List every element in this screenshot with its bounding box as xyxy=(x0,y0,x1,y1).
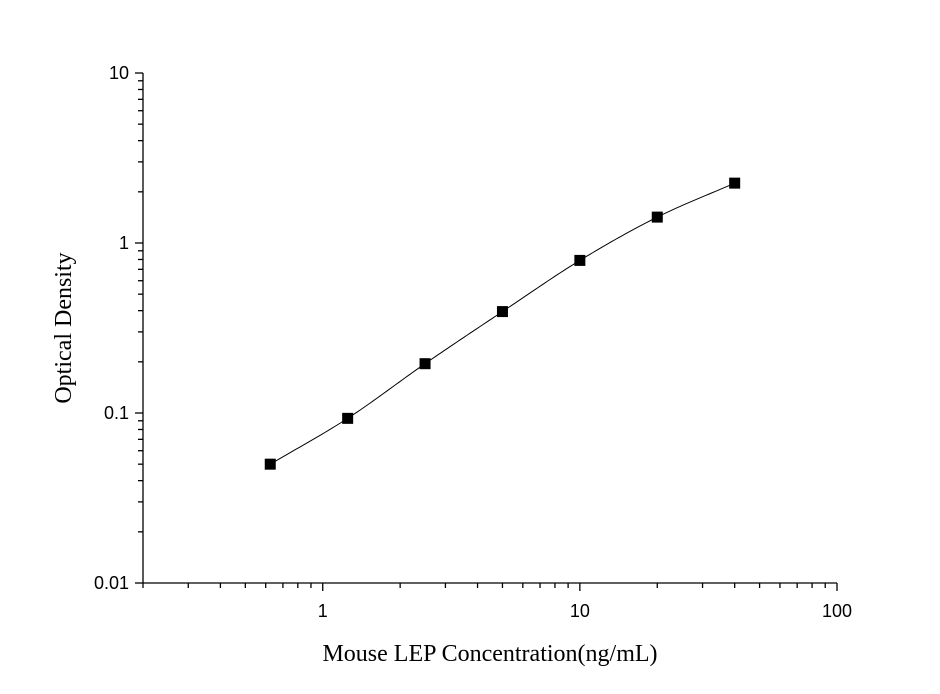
data-point xyxy=(651,211,663,223)
fit-curve xyxy=(269,182,735,465)
data-point xyxy=(342,412,354,424)
axes: 1 10 100 0.01 0.1 1 10 xyxy=(94,63,852,621)
data-point xyxy=(419,358,431,370)
x-tick-label: 1 xyxy=(318,601,328,621)
axis-labels-layer: Mouse LEP Concentration(ng/mL) Optical D… xyxy=(51,252,658,667)
y-tick-label: 1 xyxy=(119,233,129,253)
y-axis-title: Optical Density xyxy=(51,252,77,403)
y-tick-label: 0.1 xyxy=(104,403,129,423)
x-axis-title: Mouse LEP Concentration(ng/mL) xyxy=(322,641,657,667)
data-point xyxy=(264,458,276,470)
data-point xyxy=(496,306,508,318)
fit-curve-layer xyxy=(269,182,735,465)
data-point xyxy=(729,177,741,189)
y-tick-label: 0.01 xyxy=(94,573,129,593)
y-tick-label: 10 xyxy=(109,63,129,83)
x-tick-label: 100 xyxy=(822,601,852,621)
data-points-layer xyxy=(264,177,741,470)
data-point xyxy=(574,254,586,266)
x-tick-label: 10 xyxy=(570,601,590,621)
